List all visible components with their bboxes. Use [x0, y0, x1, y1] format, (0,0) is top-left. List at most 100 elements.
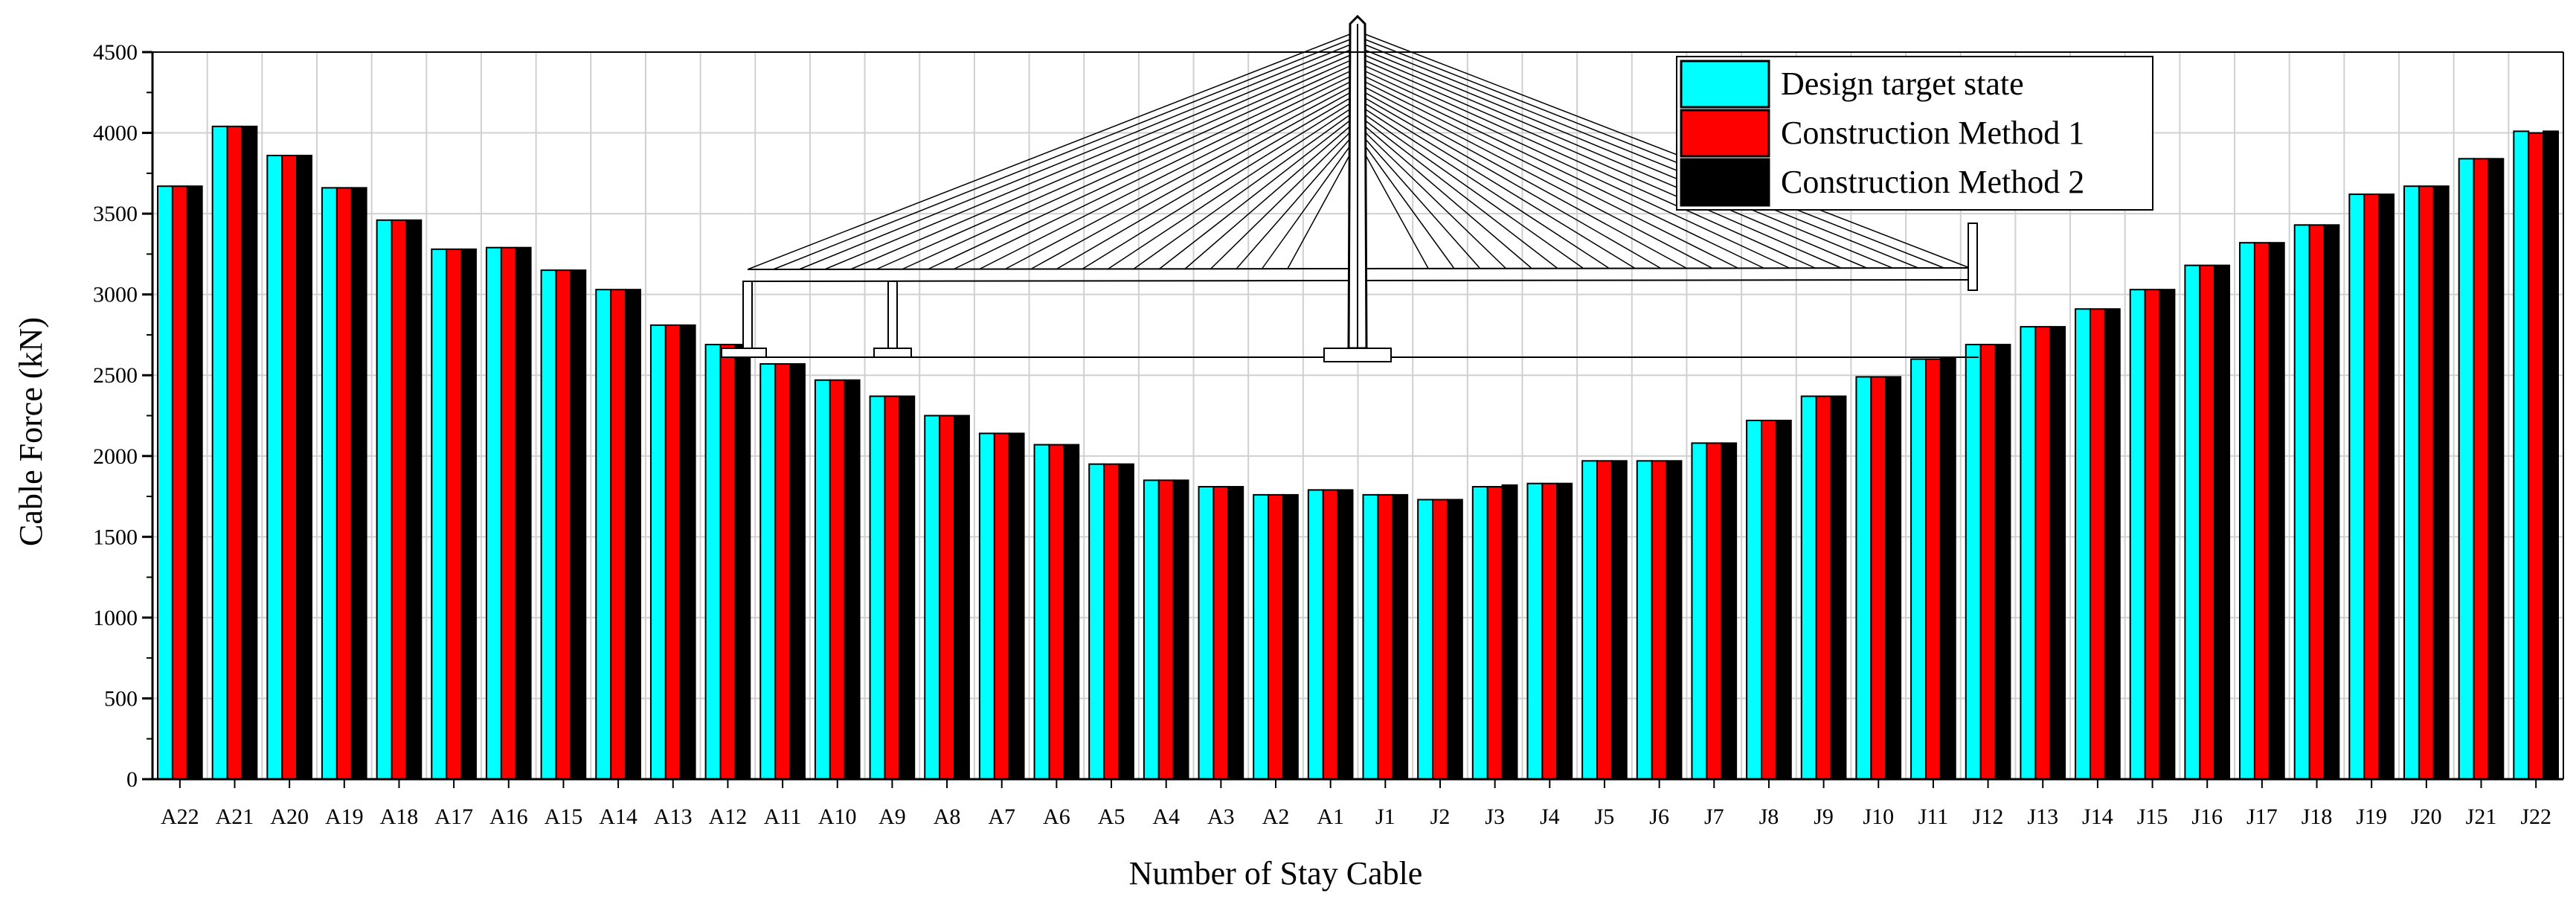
x-tick-label-A10: A10 — [818, 804, 857, 829]
bar-J5-series-2 — [1596, 460, 1613, 781]
bar-J7-series-2 — [1706, 442, 1723, 780]
x-tick-label-A13: A13 — [654, 804, 693, 829]
stay-cable-right — [1357, 46, 1893, 269]
bar-J17-series-2 — [2253, 242, 2270, 780]
bar-A14-series-2 — [610, 289, 627, 780]
bar-A16-series-2 — [500, 246, 517, 780]
bar-A14-series-1 — [595, 289, 612, 780]
stay-cable-right — [1357, 72, 1764, 269]
bar-A6-series-3 — [1063, 444, 1080, 781]
x-tick-label-J18: J18 — [2302, 804, 2333, 829]
bar-A5-series-1 — [1088, 463, 1105, 781]
bar-J17-series-1 — [2239, 242, 2255, 780]
bar-A13-series-2 — [664, 324, 681, 780]
bar-A7-series-3 — [1008, 432, 1025, 780]
stay-cable-left — [1261, 135, 1358, 270]
stay-cable-right — [1357, 124, 1506, 269]
stay-cable-left — [1158, 114, 1358, 270]
bar-J21-series-1 — [2458, 158, 2475, 780]
bar-J19-series-1 — [2348, 193, 2365, 780]
bar-J20-series-3 — [2432, 185, 2450, 781]
bar-A5-series-3 — [1117, 463, 1134, 781]
x-tick-label-A18: A18 — [380, 804, 419, 829]
bar-A17-series-1 — [431, 248, 448, 780]
bar-J13-series-3 — [2049, 326, 2066, 781]
bar-A2-series-1 — [1253, 493, 1270, 781]
bar-A15-series-3 — [570, 269, 587, 781]
stay-cable-right — [1357, 31, 1970, 269]
bar-A12-series-1 — [704, 343, 722, 780]
stay-cable-left — [773, 36, 1358, 270]
legend-swatch-series-3 — [1680, 158, 1770, 207]
y-tick-label: 1500 — [93, 525, 138, 549]
bar-A3-series-3 — [1227, 486, 1244, 780]
x-tick-label-A2: A2 — [1262, 804, 1290, 829]
y-tick-label: 3500 — [93, 202, 138, 226]
x-tick-label-J2: J2 — [1430, 804, 1451, 829]
stay-cable-right — [1357, 98, 1635, 269]
x-tick-label-J13: J13 — [2027, 804, 2058, 829]
bar-J15-series-1 — [2129, 289, 2146, 780]
bar-A13-series-1 — [649, 324, 667, 780]
x-tick-label-A5: A5 — [1098, 804, 1125, 829]
x-tick-label-J20: J20 — [2411, 804, 2442, 829]
x-tick-label-A7: A7 — [988, 804, 1015, 829]
stay-cable-right — [1357, 57, 1841, 269]
stay-cable-left — [953, 72, 1358, 270]
x-tick-label-J22: J22 — [2520, 804, 2551, 829]
bar-J3-series-3 — [1501, 484, 1518, 780]
bar-A9-series-3 — [899, 395, 916, 780]
bar-J3-series-1 — [1471, 486, 1488, 780]
bar-A21-series-3 — [241, 125, 258, 781]
bar-J12-series-2 — [1979, 343, 1997, 780]
bar-J9-series-2 — [1815, 395, 1832, 780]
bar-J22-series-3 — [2543, 130, 2560, 780]
x-tick-label-J10: J10 — [1863, 804, 1894, 829]
bar-J2-series-2 — [1432, 499, 1448, 780]
bar-J15-series-2 — [2144, 289, 2161, 780]
bar-J19-series-2 — [2363, 193, 2380, 780]
bar-J18-series-3 — [2323, 224, 2340, 780]
bar-J21-series-2 — [2473, 158, 2490, 780]
bar-J14-series-3 — [2104, 308, 2121, 780]
bar-J12-series-1 — [1965, 343, 1982, 780]
bar-J14-series-2 — [2089, 308, 2106, 780]
stay-cable-right — [1357, 129, 1480, 269]
bridge-pier — [1968, 223, 1978, 291]
bar-A20-series-1 — [266, 154, 283, 780]
bar-A5-series-2 — [1103, 463, 1120, 781]
bar-J2-series-1 — [1417, 499, 1434, 780]
bar-A1-series-1 — [1307, 489, 1324, 780]
bar-A18-series-2 — [391, 219, 408, 781]
bar-A17-series-2 — [446, 248, 463, 780]
bridge-pier — [742, 281, 753, 358]
x-tick-label-J15: J15 — [2137, 804, 2168, 829]
x-tick-label-J4: J4 — [1540, 804, 1560, 829]
bar-J7-series-1 — [1691, 442, 1708, 780]
stay-cable-right — [1357, 93, 1661, 269]
bar-A20-series-2 — [281, 154, 298, 780]
stay-cable-right — [1357, 119, 1532, 269]
x-tick-label-A17: A17 — [434, 804, 473, 829]
bar-J21-series-3 — [2487, 158, 2505, 780]
stay-cable-left — [1286, 140, 1358, 270]
bar-A11-series-2 — [774, 363, 791, 781]
bar-J10-series-3 — [1885, 376, 1902, 781]
x-tick-label-J16: J16 — [2191, 804, 2223, 829]
bar-J22-series-2 — [2528, 132, 2545, 781]
pier-footing — [721, 348, 767, 358]
y-tick-label: 2000 — [93, 444, 138, 469]
bar-A19-series-3 — [350, 187, 367, 780]
stay-cable-right — [1357, 62, 1816, 269]
bar-A10-series-1 — [814, 379, 831, 781]
bar-J2-series-3 — [1446, 499, 1463, 780]
bar-J4-series-2 — [1541, 482, 1558, 780]
bar-J14-series-1 — [2075, 308, 2091, 780]
bar-J12-series-3 — [1994, 343, 2011, 780]
bar-A16-series-1 — [485, 246, 502, 780]
bar-A18-series-1 — [376, 219, 393, 781]
stay-cable-left — [901, 62, 1358, 270]
bar-J1-series-2 — [1377, 493, 1394, 781]
bar-J16-series-2 — [2199, 264, 2216, 780]
